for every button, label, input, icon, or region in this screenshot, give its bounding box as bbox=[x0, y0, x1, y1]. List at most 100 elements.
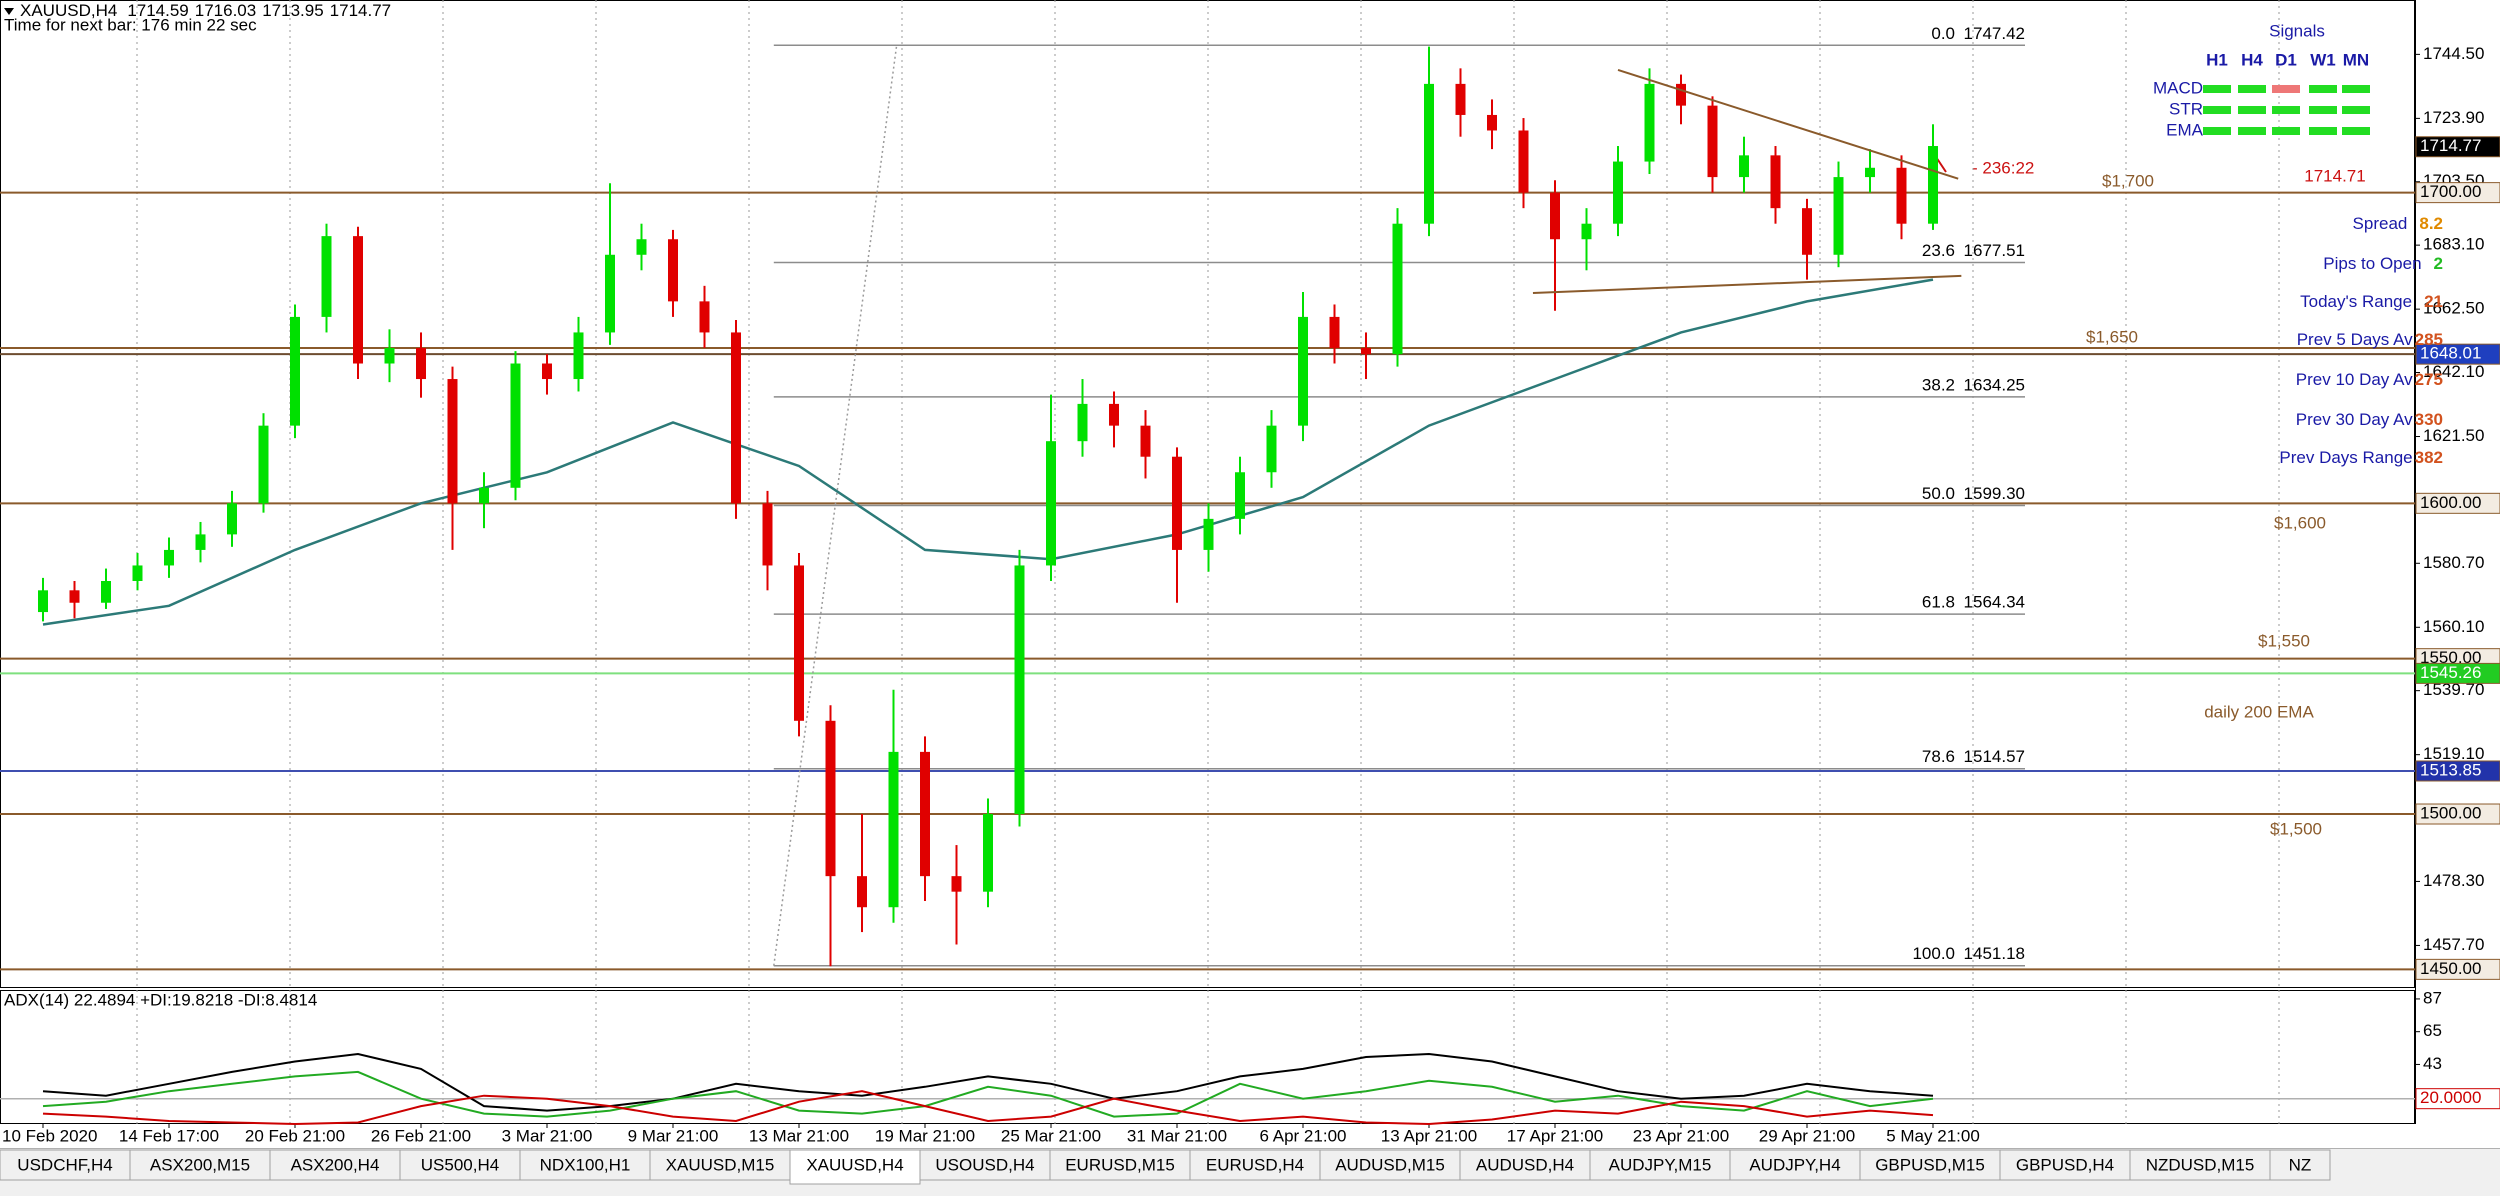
y-tick-label: 1519.10 bbox=[2423, 744, 2484, 763]
signal-column: MN bbox=[2343, 50, 2369, 69]
info-label: Today's Range bbox=[2300, 292, 2412, 311]
tab[interactable]: NZDUSD,M15 bbox=[2129, 1149, 2271, 1181]
level-label: $1,550 bbox=[2258, 631, 2310, 650]
candle-body bbox=[668, 239, 678, 302]
x-tick-label: 10 Feb 2020 bbox=[2, 1126, 97, 1145]
tab-label: AUDUSD,M15 bbox=[1335, 1155, 1445, 1174]
candle-body bbox=[699, 301, 710, 333]
tab-label: USDCHF,H4 bbox=[17, 1155, 112, 1174]
y-tick-label: 1560.10 bbox=[2423, 617, 2484, 636]
candle-body bbox=[1077, 403, 1088, 442]
candle-body bbox=[1487, 114, 1497, 131]
price-tag-label: 1700.00 bbox=[2420, 182, 2481, 201]
tab[interactable]: US500,H4 bbox=[399, 1149, 521, 1181]
x-tick-label: 19 Mar 21:00 bbox=[875, 1126, 975, 1145]
collapse-icon bbox=[4, 8, 14, 15]
tab[interactable]: XAUUSD,H4 bbox=[789, 1149, 921, 1185]
signals-title: Signals bbox=[2269, 21, 2325, 40]
info-value: 21 bbox=[2424, 292, 2443, 311]
candle-body bbox=[1644, 83, 1655, 162]
tab[interactable]: USDCHF,H4 bbox=[0, 1149, 131, 1181]
signal-box bbox=[2342, 106, 2370, 114]
info-value: 382 bbox=[2415, 448, 2443, 467]
tab-background bbox=[1589, 1149, 1731, 1181]
tab-label: EURUSD,H4 bbox=[1206, 1155, 1304, 1174]
candle-body bbox=[794, 565, 804, 721]
x-tick-label: 9 Mar 21:00 bbox=[628, 1126, 719, 1145]
signal-row-label: EMA bbox=[2166, 120, 2204, 139]
y-tick-label: 1683.10 bbox=[2423, 235, 2484, 254]
candle-body bbox=[1329, 316, 1340, 348]
tab-label: XAUUSD,M15 bbox=[666, 1155, 775, 1174]
signal-box bbox=[2309, 85, 2337, 93]
candle-body bbox=[1109, 403, 1119, 426]
info-label: Spread bbox=[2353, 214, 2408, 233]
ohlc-open: 1714.59 bbox=[127, 1, 188, 20]
tab[interactable]: AUDUSD,M15 bbox=[1319, 1149, 1461, 1181]
candle-body bbox=[321, 236, 332, 317]
info-row: Today's Range 21 bbox=[2300, 292, 2443, 311]
tab[interactable]: USOUSD,H4 bbox=[919, 1149, 1051, 1181]
tab-background bbox=[1729, 1149, 1861, 1181]
tab[interactable]: AUDJPY,M15 bbox=[1589, 1149, 1731, 1181]
fib-price: 1451.18 bbox=[1964, 944, 2025, 963]
tab-label: GBPUSD,M15 bbox=[1875, 1155, 1985, 1174]
tab[interactable]: AUDJPY,H4 bbox=[1729, 1149, 1861, 1181]
candle-body bbox=[101, 580, 111, 603]
level-label: $1,600 bbox=[2274, 513, 2326, 532]
info-row: Prev 10 Day Av 275 bbox=[2296, 370, 2443, 389]
candle-body bbox=[69, 590, 80, 603]
candle-body bbox=[1424, 83, 1434, 224]
signal-column: W1 bbox=[2310, 50, 2336, 69]
tab-background bbox=[0, 1149, 131, 1181]
price-tag-label: 1648.01 bbox=[2420, 344, 2481, 363]
tab[interactable]: EURUSD,H4 bbox=[1189, 1149, 1321, 1181]
signal-box bbox=[2272, 127, 2300, 135]
candle-body bbox=[1613, 161, 1623, 224]
ohlc-close: 1714.77 bbox=[330, 1, 391, 20]
signal-box bbox=[2309, 106, 2337, 114]
x-tick-label: 6 Apr 21:00 bbox=[1260, 1126, 1347, 1145]
candle-body bbox=[416, 347, 426, 380]
y-tick-label: 1744.50 bbox=[2423, 44, 2484, 63]
level-label: $1,650 bbox=[2086, 327, 2138, 346]
fib-price: 1677.51 bbox=[1964, 241, 2025, 260]
fib-ratio: 38.2 bbox=[1922, 375, 1955, 394]
candle-body bbox=[1235, 472, 1245, 519]
candle-body bbox=[1928, 146, 1938, 224]
candle-body bbox=[605, 254, 615, 333]
signal-box bbox=[2309, 127, 2337, 135]
tab[interactable]: ASX200,H4 bbox=[269, 1149, 401, 1181]
price-tag-label: 1550.00 bbox=[2420, 648, 2481, 667]
fib-ratio: 61.8 bbox=[1922, 593, 1955, 612]
tab[interactable]: EURUSD,M15 bbox=[1049, 1149, 1191, 1181]
tab-background bbox=[1859, 1149, 2001, 1181]
signal-box bbox=[2203, 127, 2231, 135]
candle-body bbox=[384, 347, 395, 364]
tab[interactable]: NDX100,H1 bbox=[519, 1149, 651, 1181]
tab-background bbox=[519, 1149, 651, 1181]
price-tag bbox=[2415, 182, 2500, 204]
x-tick-label: 17 Apr 21:00 bbox=[1507, 1126, 1603, 1145]
tab-label: XAUUSD,H4 bbox=[806, 1155, 903, 1174]
tab[interactable]: XAUUSD,M15 bbox=[649, 1149, 791, 1181]
tab[interactable]: ASX200,M15 bbox=[129, 1149, 271, 1181]
candle-body bbox=[888, 751, 899, 908]
tab[interactable]: GBPUSD,M15 bbox=[1859, 1149, 2001, 1181]
tab[interactable]: GBPUSD,H4 bbox=[1999, 1149, 2131, 1181]
countdown: - 236:22 bbox=[1972, 158, 2034, 177]
signal-box bbox=[2342, 85, 2370, 93]
x-tick-label: 26 Feb 21:00 bbox=[371, 1126, 471, 1145]
candle-body bbox=[38, 590, 48, 613]
x-tick-label: 31 Mar 21:00 bbox=[1127, 1126, 1227, 1145]
fib-price: 1564.34 bbox=[1964, 593, 2025, 612]
tab[interactable]: AUDUSD,H4 bbox=[1459, 1149, 1591, 1181]
y-tick-label: 1478.30 bbox=[2423, 871, 2484, 890]
candle-body bbox=[447, 379, 458, 504]
price-tag bbox=[2415, 343, 2500, 365]
candle-body bbox=[227, 503, 237, 535]
candle-body bbox=[195, 534, 206, 550]
candle-body bbox=[1833, 177, 1844, 255]
tab[interactable]: NZ bbox=[2269, 1149, 2331, 1181]
